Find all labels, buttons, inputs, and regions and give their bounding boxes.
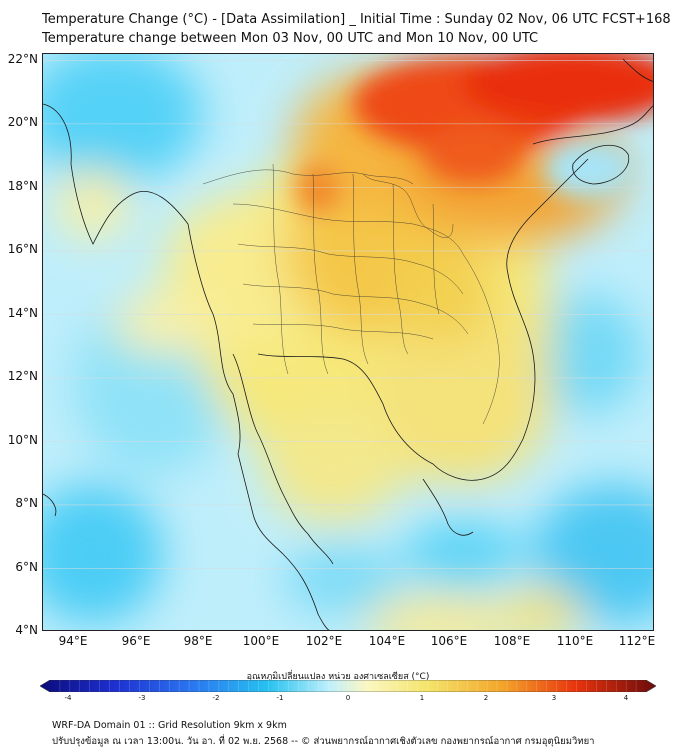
- lon-label-104e: 104°E: [368, 634, 406, 648]
- lat-label-14n: 14°N: [7, 306, 38, 320]
- lon-label-100e: 100°E: [242, 634, 280, 648]
- colorbar-tick-m3: -3: [138, 694, 146, 702]
- map-title-line2: Temperature change between Mon 03 Nov, 0…: [42, 31, 539, 46]
- lat-label-12n: 12°N: [7, 369, 38, 383]
- colorbar-tick-4: 4: [623, 694, 629, 702]
- map-title-line1: Temperature Change (°C) - [Data Assimila…: [42, 12, 671, 27]
- lon-label-110e: 110°E: [556, 634, 594, 648]
- temperature-change-map: [42, 53, 654, 631]
- lat-label-10n: 10°N: [7, 433, 38, 447]
- colorbar-ramp: [40, 680, 656, 692]
- lat-label-4n: 4°N: [15, 623, 38, 637]
- colorbar-label: อุณหภูมิเปลี่ยนแปลง หน่วย องศาเซลเซียส (…: [246, 672, 430, 682]
- colorbar-tick-2: 2: [483, 694, 489, 702]
- colorbar-tick-m4: -4: [64, 694, 72, 702]
- lon-label-98e: 98°E: [183, 634, 213, 648]
- lon-label-94e: 94°E: [58, 634, 88, 648]
- coastlines: [43, 58, 653, 630]
- colorbar: [40, 680, 656, 692]
- map-canvas: [43, 54, 653, 630]
- colorbar-tick-m1: -1: [276, 694, 284, 702]
- colorbar-tick-0: 0: [345, 694, 351, 702]
- lat-label-22n: 22°N: [7, 52, 38, 66]
- footer-model-info: WRF-DA Domain 01 :: Grid Resolution 9km …: [52, 720, 287, 731]
- colorbar-tick-m2: -2: [212, 694, 220, 702]
- colorbar-tick-3: 3: [551, 694, 557, 702]
- lat-label-6n: 6°N: [15, 560, 38, 574]
- graticule: [43, 60, 653, 569]
- lat-label-18n: 18°N: [7, 179, 38, 193]
- lon-label-112e: 112°E: [618, 634, 656, 648]
- lat-label-20n: 20°N: [7, 115, 38, 129]
- lon-label-96e: 96°E: [121, 634, 151, 648]
- colorbar-tick-1: 1: [419, 694, 425, 702]
- footer-update-credit: ปรับปรุงข้อมูล ณ เวลา 13:00น. วัน อา. ที…: [52, 736, 595, 747]
- temperature-field: [43, 54, 653, 630]
- lon-label-102e: 102°E: [305, 634, 343, 648]
- lat-label-16n: 16°N: [7, 242, 38, 256]
- lon-label-108e: 108°E: [493, 634, 531, 648]
- lat-label-8n: 8°N: [15, 496, 38, 510]
- admin-borders: [202, 163, 500, 425]
- lon-label-106e: 106°E: [430, 634, 468, 648]
